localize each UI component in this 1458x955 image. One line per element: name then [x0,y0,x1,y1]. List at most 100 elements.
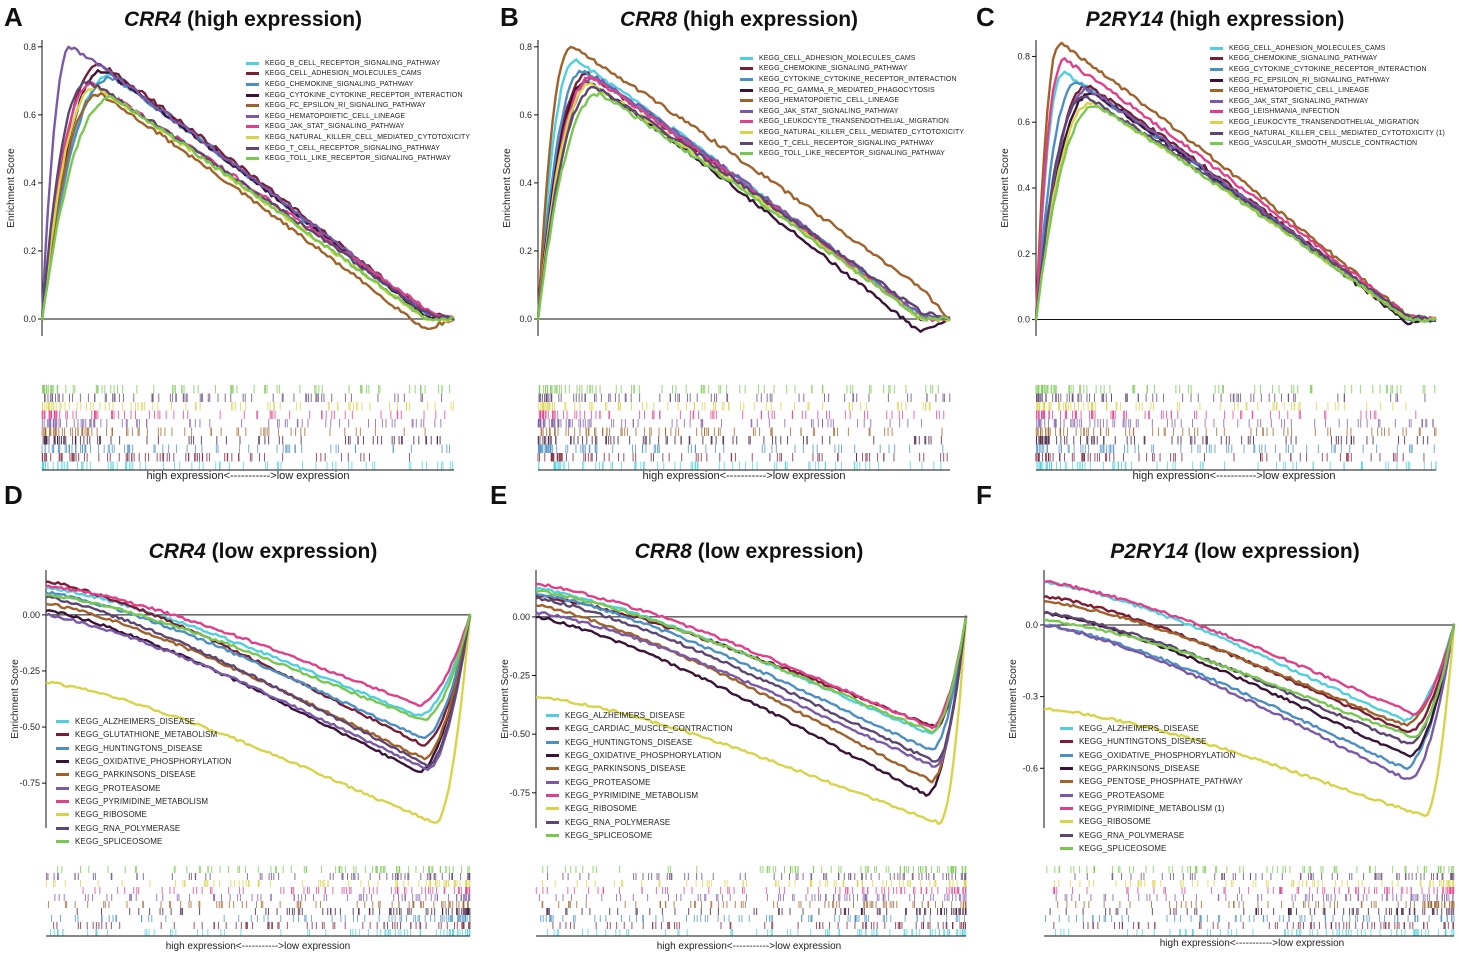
y-axis-label: Enrichment Score [10,659,21,739]
legend-swatch [246,93,259,97]
legend-item: KEGG_FC_EPSILON_RI_SIGNALING_PATHWAY [1210,75,1445,86]
legend: KEGG_ALZHEIMERS_DISEASE KEGG_HUNTINGTONS_… [1060,722,1243,855]
series-line [45,612,472,771]
series-line [1043,618,1456,739]
chart-svg: 0.0 0.2 0.4 0.6 0.8 Enrichment Score [502,40,951,471]
hit-bar-row [535,887,967,894]
panel-letter: B [500,2,519,32]
legend-label: KEGG_OXIDATIVE_PHOSPHORYLATION [1079,750,1236,760]
series-line [535,592,968,751]
series-line [535,617,968,826]
series-line [45,609,472,774]
hit-bar-row [1074,873,1455,880]
legend-swatch [546,793,559,797]
legend-item: KEGG_RIBOSOME [1060,815,1243,828]
legend-item: KEGG_PYRIMIDINE_METABOLISM [546,789,733,802]
legend-item: KEGG_CHEMOKINE_SIGNALING_PATHWAY [246,79,470,90]
legend-swatch [546,807,559,811]
legend-swatch [56,760,69,764]
legend-label: KEGG_GLUTATHIONE_METABOLISM [75,730,218,740]
hit-bar-row [1036,461,1437,470]
legend-item: KEGG_RIBOSOME [56,808,231,821]
legend-swatch [1210,89,1223,93]
hit-bar-row [82,887,471,894]
legend-swatch [1210,46,1223,50]
legend-swatch [246,135,259,139]
hit-bar-row [538,410,945,419]
panel-c: C P2RY14 (high expression) 0.0 0.2 0.4 0.6 0… [972,0,1458,482]
series-line [1043,600,1456,727]
legend-label: KEGG_RIBOSOME [75,810,147,820]
hit-bar-row [1046,866,1454,873]
title-suffix: (high expression) [1169,8,1345,31]
hit-bar-row [1049,908,1455,915]
hit-bar-row [41,461,453,470]
legend-label: KEGG_JAK_STAT_SIGNALING_PATHWAY [265,123,405,131]
legend-label: KEGG_LEUKOCYTE_TRANSENDOTHELIAL_MIGRATIO… [1229,118,1419,126]
legend-item: KEGG_FC_EPSILON_RI_SIGNALING_PATHWAY [246,100,470,111]
hit-bar-row [537,444,944,453]
legend-label: KEGG_CYTOKINE_CYTOKINE_RECEPTOR_INTERACT… [759,75,957,83]
legend-label: KEGG_CELL_ADHESION_MOLECULES_CAMS [759,54,916,62]
legend-swatch [1060,767,1073,771]
hit-bar-row [1035,453,1425,462]
hit-bar-row [1054,929,1455,936]
legend-item: KEGG_CARDIAC_MUSCLE_CONTRACTION [546,722,733,735]
legend-item: KEGG_PYRIMIDINE_METABOLISM (1) [1060,802,1243,815]
y-tick-label: 0.4 [519,178,532,188]
legend-item: KEGG_GLUTATHIONE_METABOLISM [56,728,231,741]
legend-label: KEGG_SPLICEOSOME [565,830,653,840]
legend-item: KEGG_T_CELL_RECEPTOR_SIGNALING_PATHWAY [246,143,470,154]
legend-item: KEGG_NATURAL_KILLER_CELL_MEDIATED_CYTOTO… [246,132,470,143]
x-axis-label: high expression<----------->low expressi… [656,941,842,952]
x-axis-label: high expression<----------->low expressi… [165,941,351,952]
hit-bar-row [1052,887,1455,894]
legend-label: KEGG_OXIDATIVE_PHOSPHORYLATION [75,757,232,767]
y-tick-label: 0.2 [519,246,532,256]
series-line [1034,95,1437,323]
hit-bar-row [1036,402,1407,411]
legend-item: KEGG_LEUKOCYTE_TRANSENDOTHELIAL_MIGRATIO… [740,117,964,128]
legend-swatch [56,799,69,803]
legend-item: KEGG_VASCULAR_SMOOTH_MUSCLE_CONTRACTION [1210,138,1445,149]
hit-bar-row [1036,419,1434,428]
panel-b: B CRR8 (high expression) 0.0 0.2 0.4 0.6 0.8… [496,0,982,482]
hit-bar-row [537,453,948,462]
panel-title: P2RY14 (low expression) [1012,540,1458,564]
legend: KEGG_ALZHEIMERS_DISEASE KEGG_CARDIAC_MUSC… [546,709,733,842]
series-line [1044,595,1456,733]
legend-swatch [56,746,69,750]
legend: KEGG_CELL_ADHESION_MOLECULES_CAMS KEGG_CH… [1210,43,1445,149]
legend-item: KEGG_JAK_STAT_SIGNALING_PATHWAY [1210,96,1445,107]
legend-swatch [740,67,753,71]
series-line [45,615,472,824]
hit-bar-row [42,385,451,394]
legend-item: KEGG_PROTEASOME [56,781,231,794]
legend-swatch [1210,67,1223,71]
legend-swatch [1210,142,1223,146]
hit-bar-row [540,427,943,436]
hit-bar-row [1035,385,1436,394]
y-tick-label: 0.4 [23,178,36,188]
series-line [1043,624,1456,818]
hit-bar-row [1036,436,1429,445]
series-line [535,603,968,784]
legend-item: KEGG_NATURAL_KILLER_CELL_MEDIATED_CYTOTO… [740,127,964,138]
series-line [45,584,472,707]
hit-bar-row [1053,922,1455,929]
hit-bar-row [45,880,471,887]
hit-bar-row [76,908,471,915]
legend-item: KEGG_HEMATOPOIETIC_CELL_LINEAGE [246,111,470,122]
hit-bar-row [53,922,471,929]
legend-swatch [1060,727,1073,731]
legend-swatch [546,780,559,784]
hit-bar-row [41,410,446,419]
y-tick-label: 0.6 [519,110,532,120]
gene-name: CRR4 [148,540,206,563]
hit-bar-row [538,894,967,901]
legend-label: KEGG_PARKINSONS_DISEASE [565,764,686,774]
legend-swatch [246,125,259,129]
hit-bar-row [41,444,450,453]
legend-label: KEGG_FC_EPSILON_RI_SIGNALING_PATHWAY [265,102,426,110]
legend-swatch [1210,57,1223,61]
